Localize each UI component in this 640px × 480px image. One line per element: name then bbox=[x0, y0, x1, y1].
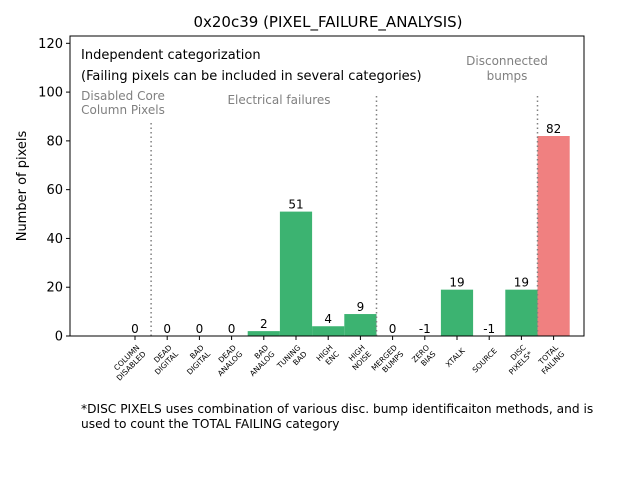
bar-high-noise bbox=[344, 314, 377, 336]
x-tick-label-merged-bumps: MERGEDBUMPS bbox=[369, 343, 405, 379]
x-tick-label-xtalk: XTALK bbox=[444, 345, 468, 369]
value-label-high-enc: 4 bbox=[324, 312, 332, 326]
bar-bad-analog bbox=[247, 331, 280, 336]
y-tick-label: 120 bbox=[38, 37, 63, 52]
plot-frame bbox=[69, 35, 585, 337]
bar-disc-pixels bbox=[505, 289, 538, 336]
footnote-line-2: used to count the TOTAL FAILING category bbox=[81, 417, 340, 431]
x-tick-label-high-noise: HIGHNOISE bbox=[344, 343, 373, 372]
value-label-tuning-bad: 51 bbox=[288, 198, 303, 212]
value-label-zero-bias: -1 bbox=[419, 322, 431, 336]
group-label-electrical: Electrical failures bbox=[227, 93, 330, 107]
bar-tuning-bad bbox=[279, 211, 313, 336]
bar-total-failing bbox=[537, 136, 570, 336]
x-tick-label-total-failing: TOTALFAILING bbox=[533, 342, 567, 376]
value-label-bad-analog: 2 bbox=[260, 317, 268, 331]
x-tick-label-high-enc: HIGHENC bbox=[315, 343, 341, 369]
value-label-column-disabled: 0 bbox=[131, 322, 139, 336]
x-tick-label-dead-digital: DEADDIGITAL bbox=[147, 342, 181, 376]
y-tick-label: 40 bbox=[46, 232, 63, 247]
group-label-disconnected-line-2: bumps bbox=[487, 69, 528, 83]
info-line-2: (Failing pixels can be included in sever… bbox=[81, 69, 422, 84]
x-tick-label-bad-analog: BADANALOG bbox=[242, 343, 277, 378]
x-tick-label-source: SOURCE bbox=[471, 346, 499, 374]
value-label-source: -1 bbox=[483, 322, 495, 336]
y-tick-label: 20 bbox=[46, 281, 63, 296]
info-line-1: Independent categorization bbox=[81, 48, 261, 63]
bar-high-enc bbox=[312, 326, 345, 336]
value-label-merged-bumps: 0 bbox=[389, 322, 397, 336]
value-label-disc-pixels: 19 bbox=[514, 276, 529, 290]
value-label-high-noise: 9 bbox=[357, 300, 365, 314]
y-axis-label: Number of pixels bbox=[15, 130, 30, 241]
chart-title: 0x20c39 (PIXEL_FAILURE_ANALYSIS) bbox=[193, 13, 462, 32]
x-tick-label-disc-pixels: DISCPIXELS* bbox=[501, 343, 535, 377]
value-label-bad-digital: 0 bbox=[196, 322, 204, 336]
x-tick-label-tuning-bad: TUNINGBAD bbox=[275, 343, 309, 377]
group-label-disabled-line-1: Disabled Core bbox=[81, 89, 165, 103]
footnote: *DISC PIXELS uses combination of various… bbox=[81, 402, 621, 432]
value-label-dead-digital: 0 bbox=[163, 322, 171, 336]
x-tick-label-column-disabled: COLUMNDISABLED bbox=[108, 343, 148, 383]
x-tick-label-zero-bias: ZEROBIAS bbox=[410, 343, 438, 371]
value-label-dead-analog: 0 bbox=[228, 322, 236, 336]
group-label-disconnected-line-1: Disconnected bbox=[466, 54, 548, 68]
y-tick-label: 80 bbox=[46, 134, 63, 149]
x-tick-label-dead-analog: DEADANALOG bbox=[209, 343, 244, 378]
x-tick-label-bad-digital: BADDIGITAL bbox=[179, 342, 213, 376]
y-tick-label: 60 bbox=[46, 183, 63, 198]
bar-xtalk bbox=[440, 289, 474, 336]
value-label-xtalk: 19 bbox=[449, 276, 464, 290]
footnote-line-1: *DISC PIXELS uses combination of various… bbox=[81, 402, 594, 416]
group-label-disabled-line-2: Column Pixels bbox=[81, 103, 165, 117]
value-label-total-failing: 82 bbox=[546, 122, 561, 136]
y-tick-label: 100 bbox=[38, 86, 63, 101]
y-tick-label: 0 bbox=[55, 330, 63, 345]
